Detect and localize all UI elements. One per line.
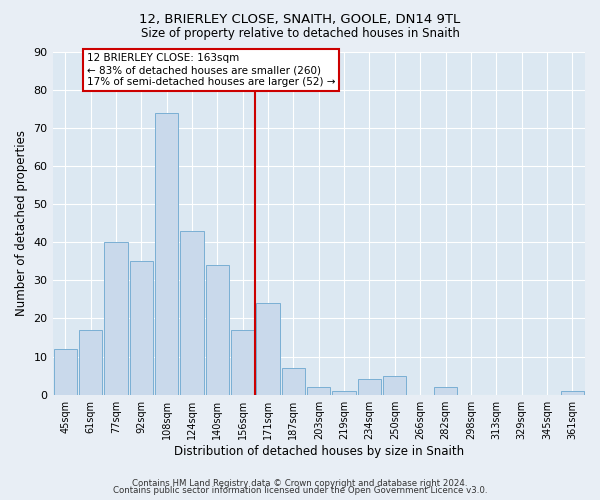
Bar: [53, 349, 77, 395]
Text: 12, BRIERLEY CLOSE, SNAITH, GOOLE, DN14 9TL: 12, BRIERLEY CLOSE, SNAITH, GOOLE, DN14 …: [139, 12, 461, 26]
Text: 12 BRIERLEY CLOSE: 163sqm
← 83% of detached houses are smaller (260)
17% of semi: 12 BRIERLEY CLOSE: 163sqm ← 83% of detac…: [87, 54, 335, 86]
Bar: [332, 391, 356, 394]
Bar: [560, 391, 584, 394]
Bar: [155, 112, 178, 394]
Text: Contains HM Land Registry data © Crown copyright and database right 2024.: Contains HM Land Registry data © Crown c…: [132, 478, 468, 488]
Bar: [181, 230, 203, 394]
Text: Size of property relative to detached houses in Snaith: Size of property relative to detached ho…: [140, 28, 460, 40]
Y-axis label: Number of detached properties: Number of detached properties: [15, 130, 28, 316]
Bar: [206, 265, 229, 394]
Bar: [282, 368, 305, 394]
Bar: [434, 387, 457, 394]
Bar: [130, 261, 153, 394]
Bar: [358, 380, 381, 394]
Text: Contains public sector information licensed under the Open Government Licence v3: Contains public sector information licen…: [113, 486, 487, 495]
Bar: [307, 387, 331, 394]
Bar: [104, 242, 128, 394]
Bar: [231, 330, 254, 394]
Bar: [256, 303, 280, 394]
Bar: [383, 376, 406, 394]
Bar: [79, 330, 102, 394]
X-axis label: Distribution of detached houses by size in Snaith: Distribution of detached houses by size …: [174, 444, 464, 458]
